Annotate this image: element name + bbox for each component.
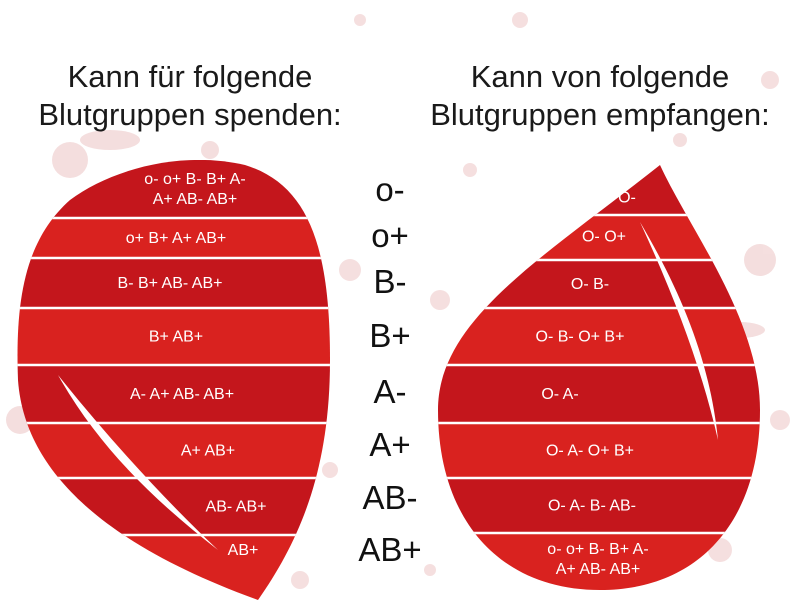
blood-type-label-6: AB-: [362, 479, 418, 516]
donate-row-0-text: o- o+ B- B+ A-: [144, 171, 245, 188]
donate-band-0: [17, 160, 330, 218]
receive-band-3: [438, 308, 760, 365]
blood-type-label-3: B+: [369, 317, 411, 354]
receive-row-0-text: O-: [618, 190, 636, 207]
blood-type-label-2: B-: [373, 263, 407, 300]
receive-row-6-text: O- A- B- AB-: [548, 498, 636, 515]
heading-donate-line-2: Blutgruppen spenden:: [38, 97, 342, 132]
heading-receive: Kann von folgende Blutgruppen empfangen:: [400, 58, 800, 134]
donate-row-3-text: B+ AB+: [149, 329, 203, 346]
blood-type-label-1: o+: [371, 217, 409, 254]
donate-row-5-text: A+ AB+: [181, 443, 235, 460]
donate-row-7-text: AB+: [228, 542, 259, 559]
receive-drop: O- O- O+ O- B- O- B- O+ B+ O- A- O- A- O+ B+ O…: [438, 165, 760, 590]
receive-band-5: [438, 423, 760, 478]
donate-band-3: [17, 308, 330, 365]
donate-band-5: [17, 423, 330, 478]
receive-row-5-text: O- A- O+ B+: [546, 443, 634, 460]
donate-drop: o- o+ B- B+ A- A+ AB- AB+ o+ B+ A+ AB+ B- B…: [17, 160, 330, 600]
donate-row-0-text: A+ AB- AB+: [153, 191, 238, 208]
receive-row-7-text: A+ AB- AB+: [556, 561, 641, 578]
heading-donate: Kann für folgende Blutgruppen spenden:: [0, 58, 380, 134]
donate-band-7: [17, 535, 330, 600]
receive-row-7-text: o- o+ B- B+ A-: [547, 541, 648, 558]
heading-donate-line-1: Kann für folgende: [67, 59, 313, 94]
blood-type-label-7: AB+: [358, 531, 422, 568]
receive-band-6: [438, 478, 760, 533]
donate-row-4-text: A- A+ AB- AB+: [130, 386, 234, 403]
receive-row-2-text: O- B-: [571, 276, 609, 293]
donate-row-2-text: B- B+ AB- AB+: [118, 275, 223, 292]
blood-type-label-0: o-: [375, 171, 405, 208]
heading-receive-line-2: Blutgruppen empfangen:: [430, 97, 770, 132]
donate-band-2: [17, 258, 330, 308]
blood-type-label-4: A-: [373, 373, 407, 410]
receive-row-4-text: O- A-: [541, 386, 578, 403]
receive-band-4: [438, 365, 760, 423]
receive-band-0: [438, 165, 760, 215]
donate-row-6-text: AB- AB+: [206, 499, 267, 516]
donate-band-6: [17, 478, 330, 535]
heading-receive-line-1: Kann von folgende: [470, 59, 730, 94]
donate-row-1-text: o+ B+ A+ AB+: [126, 230, 227, 247]
receive-row-1-text: O- O+: [582, 229, 626, 246]
receive-row-3-text: O- B- O+ B+: [536, 329, 625, 346]
donate-band-1: [17, 218, 330, 258]
blood-type-label-5: A+: [369, 426, 411, 463]
